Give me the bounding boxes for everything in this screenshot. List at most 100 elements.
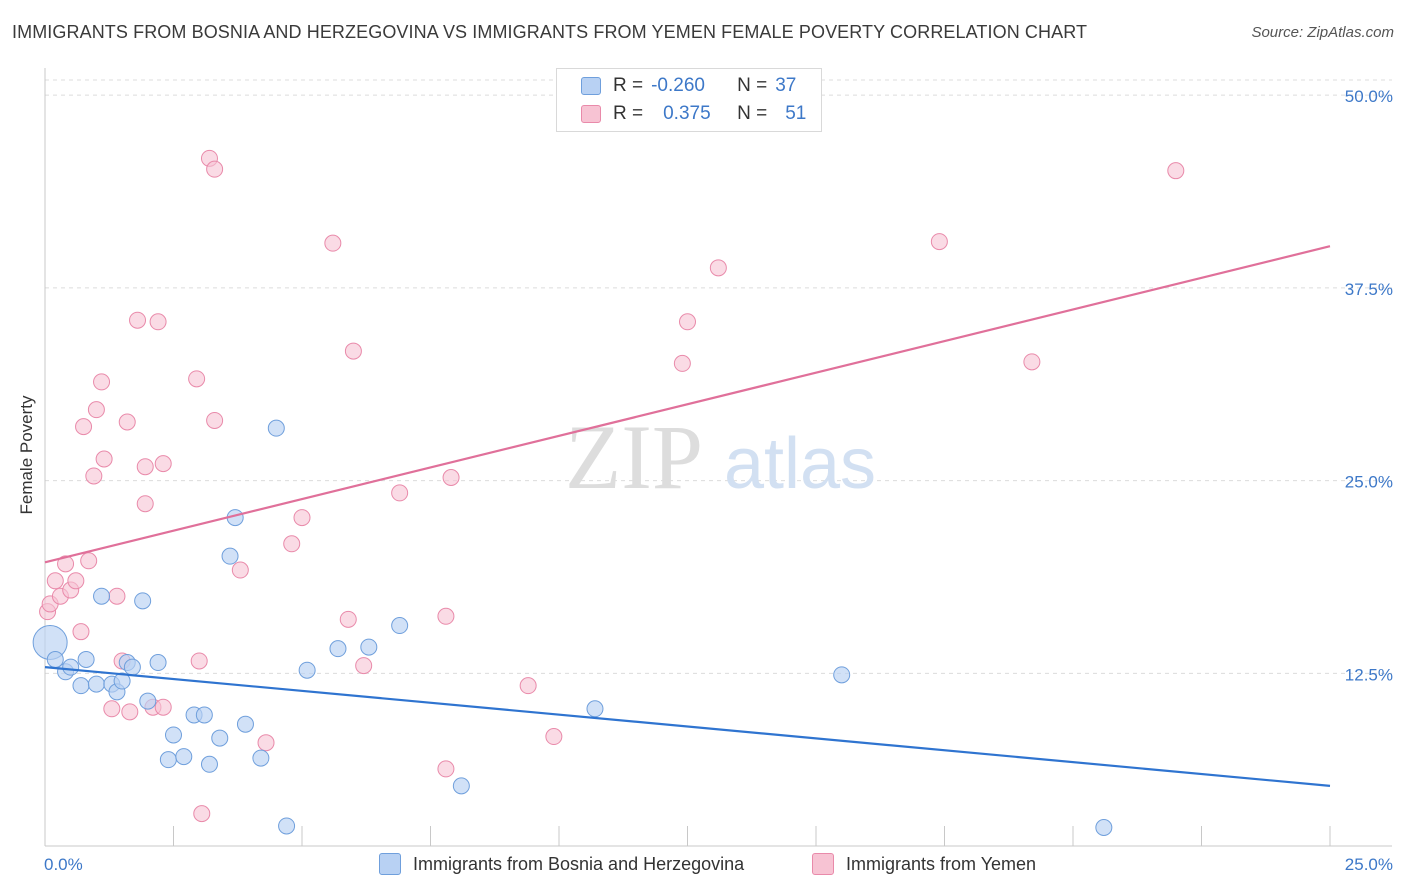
legend-n-label: N = — [737, 75, 768, 96]
yemen-point — [75, 418, 93, 436]
yemen-point — [437, 607, 455, 625]
bottom-legend-label: Immigrants from Bosnia and Herzegovina — [413, 853, 745, 874]
yemen-point — [103, 700, 121, 718]
yemen-point — [231, 561, 249, 579]
yemen-point — [519, 677, 537, 695]
bosnia-point — [1095, 818, 1113, 836]
yemen-point — [87, 401, 105, 419]
legend-swatch-pink — [581, 105, 601, 123]
legend-row-bosnia: R = -0.260 N = 37 — [581, 74, 796, 98]
yemen-point — [108, 587, 126, 605]
series-bosnia-points — [32, 419, 1113, 836]
bosnia-point — [298, 661, 316, 679]
bosnia-point — [267, 419, 285, 437]
y-tick-label: 50.0% — [1345, 87, 1393, 106]
y-tick-label: 25.0% — [1345, 473, 1393, 492]
yemen-point — [118, 413, 136, 431]
yemen-point — [190, 652, 208, 670]
watermark-atlas: atlas — [724, 424, 876, 504]
bosnia-point — [586, 700, 604, 718]
bosnia-point — [200, 755, 218, 773]
bosnia-point — [77, 650, 95, 668]
bosnia-point — [252, 749, 270, 767]
bosnia-point — [360, 638, 378, 656]
tick-labels: 12.5% 25.0% 37.5% 50.0% 0.0% 25.0% — [44, 87, 1393, 874]
bosnia-point — [93, 587, 111, 605]
yemen-point — [437, 760, 455, 778]
bosnia-point — [211, 729, 229, 747]
legend-r-value: -0.260 — [651, 75, 705, 96]
yemen-point — [154, 455, 172, 473]
yemen-point — [709, 259, 727, 277]
bosnia-point — [175, 748, 193, 766]
yemen-point — [193, 805, 211, 823]
yemen-point — [673, 354, 691, 372]
yemen-trend-line — [44, 245, 1331, 564]
yemen-point — [355, 657, 373, 675]
yemen-point — [136, 458, 154, 476]
yemen-point — [57, 555, 75, 573]
bosnia-point — [221, 547, 239, 565]
yemen-point — [149, 313, 167, 331]
yemen-point — [154, 698, 172, 716]
bottom-legend-label: Immigrants from Yemen — [846, 853, 1037, 874]
legend-n-label: N = — [737, 103, 768, 124]
watermark-zip: ZIP — [565, 406, 703, 508]
yemen-point — [1023, 353, 1041, 371]
yemen-point — [545, 728, 563, 746]
y-tick-label: 12.5% — [1345, 665, 1393, 684]
bosnia-trend-line — [44, 666, 1331, 787]
yemen-point — [283, 535, 301, 553]
bosnia-point — [165, 726, 182, 744]
yemen-point — [67, 572, 85, 590]
legend-n-value: 37 — [775, 75, 797, 96]
legend-r-label: R = — [613, 103, 644, 124]
legend-n-value: 51 — [785, 103, 807, 124]
yemen-point — [339, 610, 357, 628]
bottom-legend-swatch-blue — [379, 853, 401, 875]
series-yemen-points — [39, 149, 1185, 823]
x-tick-label: 0.0% — [44, 855, 83, 874]
bottom-legend-bosnia: Immigrants from Bosnia and Herzegovina — [379, 852, 744, 876]
bosnia-point — [833, 666, 851, 684]
bosnia-point — [139, 692, 157, 710]
yemen-point — [206, 411, 224, 429]
bosnia-point — [452, 777, 470, 795]
bosnia-point — [113, 672, 131, 690]
yemen-point — [930, 233, 948, 251]
bosnia-point — [159, 751, 177, 769]
chart-title: IMMIGRANTS FROM BOSNIA AND HERZEGOVINA V… — [12, 22, 1088, 42]
yemen-point — [129, 311, 147, 329]
watermark: ZIP atlas — [565, 406, 876, 508]
trend-lines — [44, 245, 1331, 787]
x-tick-label: 25.0% — [1345, 855, 1393, 874]
yemen-point — [344, 342, 362, 360]
bosnia-point — [236, 715, 254, 733]
yemen-point — [293, 509, 311, 527]
yemen-point — [85, 467, 103, 485]
bottom-legend-yemen: Immigrants from Yemen — [812, 852, 1036, 876]
bosnia-point — [134, 592, 152, 610]
bosnia-point — [278, 817, 296, 835]
legend-r-label: R = — [613, 75, 644, 96]
bosnia-point — [62, 658, 80, 676]
yemen-point — [324, 234, 342, 252]
source-label: Source: ZipAtlas.com — [1251, 24, 1394, 41]
bosnia-point — [391, 617, 409, 635]
yemen-point — [442, 469, 460, 487]
bosnia-point — [123, 658, 141, 676]
bottom-legend-swatch-pink — [812, 853, 834, 875]
legend-row-yemen: R = 0.375 N = 51 — [581, 102, 806, 126]
bosnia-point — [329, 640, 347, 658]
yemen-point — [136, 495, 154, 513]
yemen-point — [206, 160, 224, 178]
grid-lines — [45, 79, 1392, 674]
yemen-point — [46, 572, 64, 590]
yemen-point — [95, 450, 113, 468]
yemen-point — [1167, 162, 1185, 180]
yemen-point — [391, 484, 409, 502]
yemen-point — [72, 623, 90, 641]
bosnia-point — [87, 675, 105, 693]
legend-swatch-blue — [581, 77, 601, 95]
yemen-point — [121, 703, 139, 721]
